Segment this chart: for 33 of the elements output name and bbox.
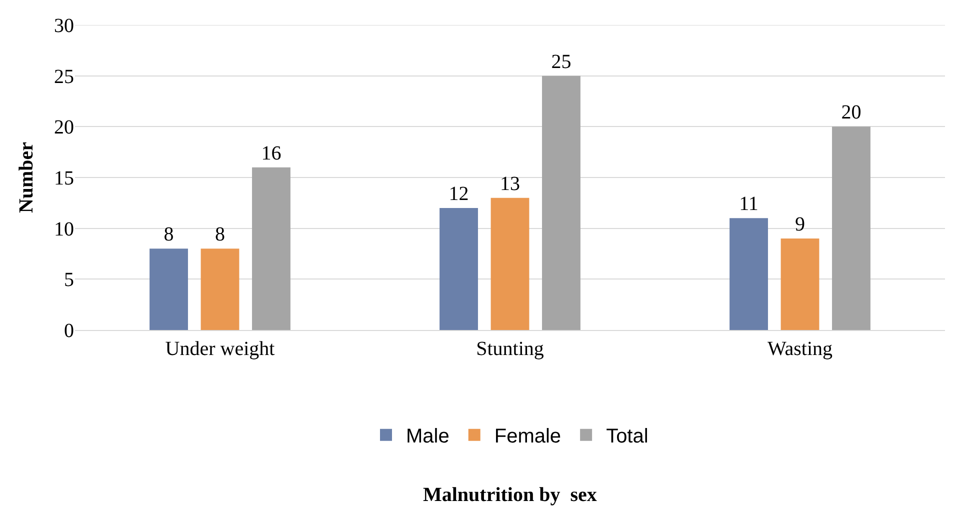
y-tick-label: 25 xyxy=(54,66,74,88)
data-label: 12 xyxy=(448,183,469,205)
bar xyxy=(832,126,870,330)
x-tick-label: Wasting xyxy=(767,338,833,360)
bar xyxy=(440,208,478,330)
legend-label: Male xyxy=(406,426,450,448)
bar xyxy=(730,218,768,330)
data-label: 8 xyxy=(164,224,174,246)
data-label: 8 xyxy=(215,224,225,246)
x-tick-label: Under weight xyxy=(165,338,276,360)
y-tick-label: 20 xyxy=(54,116,74,139)
text: Malnutrition by sex xyxy=(423,484,597,506)
data-label: 9 xyxy=(795,214,805,236)
legend-label: Total xyxy=(606,426,648,448)
bar xyxy=(252,167,290,330)
y-tick-label: 30 xyxy=(54,15,74,37)
bar xyxy=(780,238,820,330)
data-label: 11 xyxy=(739,193,758,216)
y-tick-label: 0 xyxy=(64,320,74,342)
y-tick-label: 5 xyxy=(64,269,74,292)
y-tick-label: 15 xyxy=(54,168,74,190)
bar xyxy=(542,76,580,330)
bar xyxy=(150,248,188,330)
x-tick-label: Stunting xyxy=(476,338,544,360)
data-label: 13 xyxy=(500,172,520,195)
y-tick-label: 10 xyxy=(54,218,74,240)
y-axis-title: Number xyxy=(16,142,38,214)
legend-label: Female xyxy=(494,426,562,448)
data-label: 16 xyxy=(261,142,282,164)
bar xyxy=(490,198,530,330)
data-label: 20 xyxy=(841,102,862,124)
data-label: 25 xyxy=(551,50,572,73)
bar xyxy=(200,248,240,330)
